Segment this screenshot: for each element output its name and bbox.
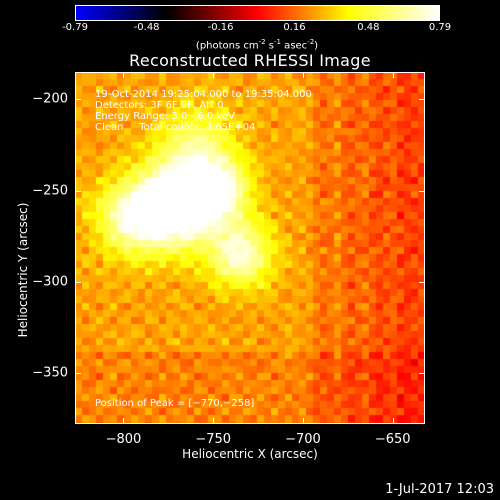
x-tick-label: −700 bbox=[285, 432, 321, 447]
x-tick-mark bbox=[392, 418, 394, 424]
heatmap-image bbox=[75, 72, 425, 424]
energy-range-text: Energy Range: 3.0 - 6.0 keV bbox=[95, 111, 235, 122]
y-tick-label: −200 bbox=[32, 91, 68, 107]
y-tick-label: −250 bbox=[32, 183, 68, 199]
y-tick-mark bbox=[75, 281, 81, 283]
x-tick-mark bbox=[213, 72, 215, 78]
x-tick-mark bbox=[123, 72, 125, 78]
y-tick-mark bbox=[419, 99, 425, 101]
y-tick-mark bbox=[419, 372, 425, 374]
x-tick-mark bbox=[123, 418, 125, 424]
colorbar-tick: -0.16 bbox=[207, 22, 234, 33]
x-tick-mark bbox=[302, 418, 304, 424]
x-tick-label: −750 bbox=[195, 432, 232, 447]
algorithm-counts-text: Clean Total counts: 3.65E+04 bbox=[95, 122, 256, 133]
colorbar-tick: -0.48 bbox=[133, 22, 160, 33]
y-axis-label: Heliocentric Y (arcsec) bbox=[16, 202, 30, 338]
colorbar-tick: 0.16 bbox=[283, 22, 306, 33]
x-tick-mark bbox=[302, 72, 304, 78]
peak-position-text: Position of Peak = [−770,−258] bbox=[95, 398, 255, 409]
x-tick-mark bbox=[213, 418, 215, 424]
y-tick-mark bbox=[75, 190, 81, 192]
x-tick-label: −800 bbox=[105, 432, 142, 447]
colorbar-unit-label: (photons cm-2 s-1 asec-2) bbox=[195, 38, 319, 52]
plot-date: 1-Jul-2017 12:03 bbox=[385, 482, 494, 497]
y-tick-mark bbox=[75, 99, 81, 101]
chart-title: Reconstructed RHESSI Image bbox=[129, 51, 371, 70]
time-range-text: 19-Oct-2014 19:25:04.000 to 19:35:04.000 bbox=[95, 89, 312, 100]
x-tick-label: −650 bbox=[374, 432, 411, 447]
x-axis-label: Heliocentric X (arcsec) bbox=[182, 447, 318, 461]
colorbar-tick: -0.79 bbox=[62, 22, 88, 33]
x-tick-mark bbox=[392, 72, 394, 78]
detectors-text: Detectors: 3F 6F 9F, Att 0 bbox=[95, 100, 224, 111]
plot-frame bbox=[75, 72, 425, 424]
y-tick-mark bbox=[75, 372, 81, 374]
colorbar-tick: 0.79 bbox=[428, 22, 452, 33]
y-tick-mark bbox=[419, 281, 425, 283]
colorbar-tick: 0.48 bbox=[357, 22, 380, 33]
y-tick-label: −300 bbox=[32, 274, 68, 290]
y-tick-label: −350 bbox=[32, 365, 68, 381]
colorbar bbox=[75, 5, 440, 21]
y-tick-mark bbox=[419, 190, 425, 192]
